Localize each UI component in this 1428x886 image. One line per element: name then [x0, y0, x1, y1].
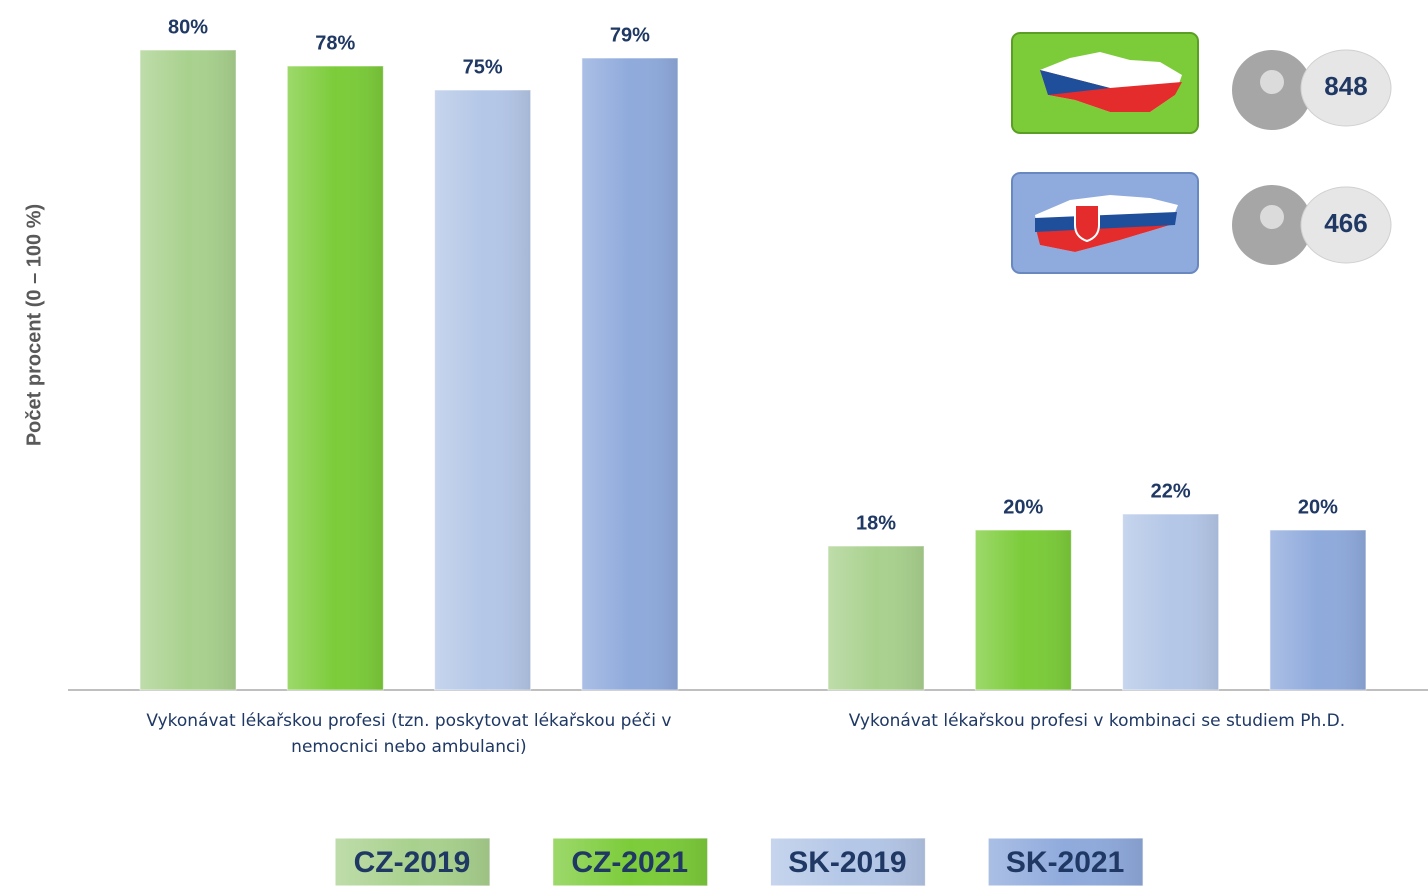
value-label: 18%	[856, 512, 896, 534]
person-icons	[1232, 49, 1392, 265]
legend-label: SK-2019	[788, 846, 906, 879]
value-label: 75%	[463, 56, 503, 78]
bar-shade	[1122, 514, 1219, 690]
x-tick-label: Vykonávat lékařskou profesi v kombinaci …	[848, 711, 1346, 731]
bar-shade	[287, 66, 384, 690]
value-label: 79%	[610, 24, 650, 46]
legend-label: SK-2021	[1006, 846, 1124, 879]
value-label: 22%	[1151, 480, 1191, 502]
bar-shade	[434, 90, 531, 690]
cz-badge	[1011, 32, 1199, 134]
legend-label: CZ-2021	[571, 846, 688, 879]
respondent-count: 466	[1324, 208, 1367, 238]
legend-shade	[988, 838, 1144, 886]
sk-badge	[1011, 172, 1199, 274]
bar-shade	[140, 50, 236, 690]
value-label: 20%	[1003, 496, 1043, 518]
value-label: 20%	[1298, 496, 1338, 518]
x-tick-label: Vykonávat lékařskou profesi (tzn. poskyt…	[146, 711, 672, 757]
bar-shade	[975, 530, 1072, 690]
bar-shade	[581, 58, 678, 690]
bar-shade	[828, 546, 924, 690]
respondent-count: 848	[1324, 71, 1367, 101]
legend-shade	[552, 838, 708, 886]
y-axis-label: Počet procent (0 – 100 %)	[23, 204, 45, 446]
legend-shade	[770, 838, 926, 886]
value-label: 78%	[315, 32, 355, 54]
value-label: 80%	[168, 16, 208, 38]
legend-shade	[335, 838, 490, 886]
bar-shade	[1269, 530, 1366, 690]
legend-label: CZ-2019	[354, 846, 471, 879]
